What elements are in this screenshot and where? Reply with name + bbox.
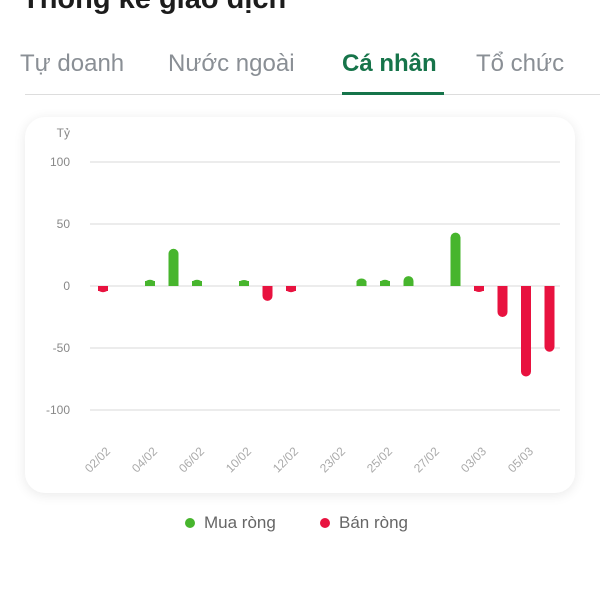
bar-base — [145, 281, 155, 286]
legend-buy-label: Mua ròng — [204, 513, 276, 532]
bar-base — [98, 286, 108, 291]
bar-base — [239, 281, 249, 286]
x-tick-label: 03/03 — [458, 444, 489, 475]
x-tick-label: 05/03 — [505, 444, 536, 475]
sell-dot-icon — [320, 518, 330, 528]
page-title: Thống kê giao dịch — [22, 0, 286, 16]
tab-nuoc-ngoai[interactable]: Nước ngoài — [168, 50, 295, 77]
bar-base — [497, 286, 508, 291]
tab-to-chuc[interactable]: Tổ chức — [476, 50, 565, 77]
bar-base — [450, 281, 461, 286]
bar-base — [192, 281, 202, 286]
bar — [497, 286, 508, 317]
tab-bar: Tự doanh Nước ngoài Cá nhân Tổ chức — [20, 50, 600, 95]
x-tick-label: 23/02 — [317, 444, 348, 475]
tab-tu-doanh[interactable]: Tự doanh — [20, 50, 125, 77]
x-tick-label: 06/02 — [176, 444, 207, 475]
y-tick-label: -100 — [46, 403, 70, 417]
tab-ca-nhan[interactable]: Cá nhân — [342, 50, 437, 77]
x-tick-label: 12/02 — [270, 444, 301, 475]
bar-base — [380, 281, 390, 286]
bar-base — [356, 281, 367, 286]
buy-dot-icon — [185, 518, 195, 528]
bar-base — [403, 281, 414, 286]
y-tick-label: 0 — [63, 279, 70, 293]
bar-base — [168, 281, 179, 286]
legend-sell: Bán ròng — [320, 513, 408, 533]
y-tick-label: -50 — [53, 341, 71, 355]
y-tick-label: 50 — [57, 217, 71, 231]
x-tick-label: 25/02 — [364, 444, 395, 475]
bar-base — [544, 286, 555, 291]
bar-base — [262, 286, 273, 291]
legend-sell-label: Bán ròng — [339, 513, 408, 532]
legend-buy: Mua ròng — [185, 513, 276, 533]
active-tab-indicator — [342, 92, 444, 95]
y-axis-label: Tỷ — [57, 126, 70, 140]
bar — [168, 248, 179, 286]
x-tick-label: 02/02 — [82, 444, 113, 475]
bar — [521, 286, 531, 377]
bar-base — [474, 286, 484, 291]
bar — [450, 232, 461, 286]
x-tick-label: 27/02 — [411, 444, 442, 475]
bar — [544, 286, 555, 352]
x-tick-label: 10/02 — [223, 444, 254, 475]
chart-card — [25, 117, 575, 493]
y-tick-label: 100 — [50, 155, 70, 169]
x-tick-label: 04/02 — [129, 444, 160, 475]
bar-base — [521, 286, 531, 291]
bar-base — [286, 286, 296, 291]
